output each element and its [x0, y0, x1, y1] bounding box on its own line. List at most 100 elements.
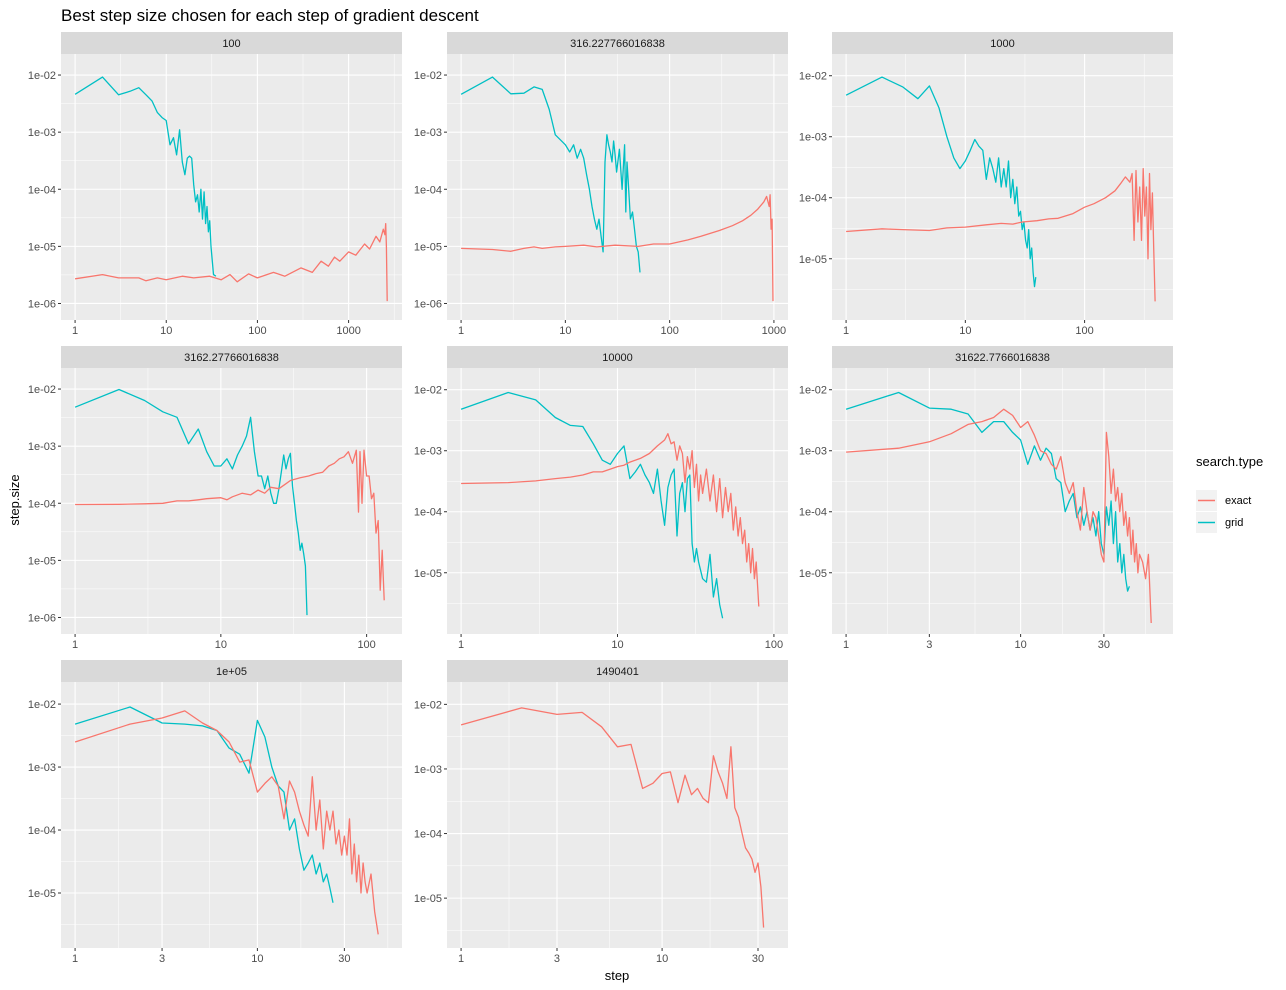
y-tick-label: 1e-03 [799, 132, 827, 144]
y-tick-label: 1e-06 [28, 612, 56, 624]
panel-background [61, 682, 402, 948]
y-tick-label: 1e-05 [414, 241, 442, 253]
x-tick-label: 1000 [336, 325, 360, 337]
facet-strip [61, 346, 402, 368]
panel-background [447, 682, 788, 948]
x-tick-label: 100 [1075, 325, 1093, 337]
legend: search.type exact grid [1196, 454, 1263, 533]
x-tick-label: 1 [72, 325, 78, 337]
y-tick-label: 1e-04 [414, 507, 442, 519]
y-tick-label: 1e-06 [28, 298, 56, 310]
y-tick-label: 1e-02 [28, 384, 56, 396]
legend-label-exact: exact [1225, 495, 1251, 507]
x-tick-label: 1 [72, 953, 78, 965]
facet-panel: 31622.7766016838 1 3 10 30 1e-05 1e-04 1e-03 1e-… [799, 346, 1173, 651]
facet-panel: 1490401 1 3 10 30 1e-05 1e-04 1e-03 1e-02 [414, 660, 788, 965]
series-line-grid [74, 706, 334, 903]
facet-strip-label: 10000 [602, 352, 633, 364]
facet-strip-label: 31622.7766016838 [955, 352, 1050, 364]
x-tick-label: 1 [458, 325, 464, 337]
x-tick-label: 30 [338, 953, 350, 965]
x-tick-label: 30 [1098, 639, 1110, 651]
facet-panel: 316.227766016838 1 10 100 1000 1e-06 1e-05 1e-0… [414, 32, 788, 337]
legend-title: search.type [1196, 454, 1263, 469]
y-axis-title: step.size [7, 474, 22, 525]
series-line-exact [846, 408, 1152, 624]
y-tick-label: 1e-05 [799, 254, 827, 266]
y-tick-label: 1e-02 [414, 385, 442, 397]
series-line-grid [460, 76, 641, 273]
x-tick-label: 30 [752, 953, 764, 965]
x-tick-label: 1 [843, 639, 849, 651]
series-line-grid [74, 388, 308, 616]
x-tick-label: 10 [611, 639, 623, 651]
facet-strip [832, 32, 1173, 54]
series-line-exact [461, 194, 774, 302]
facet-panel: 3162.27766016838 1 10 100 1e-06 1e-05 1e-04 1e-… [28, 346, 402, 651]
y-tick-label: 1e-02 [414, 699, 442, 711]
chart-title: Best step size chosen for each step of g… [61, 6, 479, 25]
y-tick-label: 1e-04 [28, 498, 56, 510]
x-tick-label: 10 [959, 325, 971, 337]
series-line-exact [461, 433, 760, 607]
series-line-exact [846, 167, 1156, 302]
y-tick-label: 1e-03 [799, 446, 827, 458]
x-tick-label: 3 [554, 953, 560, 965]
facet-strip [447, 346, 788, 368]
facet-strip-label: 1000 [990, 38, 1014, 50]
y-tick-label: 1e-04 [414, 184, 442, 196]
y-tick-label: 1e-03 [414, 127, 442, 139]
series-line-exact [75, 449, 385, 601]
facet-panel: 100 1 10 100 1000 1e-06 1e-05 1e-04 1e-03 1e-02 [28, 32, 402, 337]
x-tick-label: 100 [248, 325, 266, 337]
facet-strip [61, 32, 402, 54]
y-tick-label: 1e-06 [414, 298, 442, 310]
series-line-grid [845, 391, 1131, 592]
x-tick-label: 100 [660, 325, 678, 337]
series-line-grid [845, 76, 1037, 288]
y-tick-label: 1e-05 [28, 888, 56, 900]
y-tick-label: 1e-02 [28, 70, 56, 82]
facet-strip-label: 1490401 [596, 666, 639, 678]
facet-panel: 1000 1 10 100 1e-05 1e-04 1e-03 1e-02 [799, 32, 1173, 337]
y-tick-label: 1e-02 [799, 385, 827, 397]
facet-strip [832, 346, 1173, 368]
y-tick-label: 1e-05 [414, 893, 442, 905]
x-tick-label: 10 [215, 639, 227, 651]
panel-background [61, 54, 402, 320]
y-tick-label: 1e-05 [799, 568, 827, 580]
series-line-exact [75, 222, 388, 302]
facet-panel: 1e+05 1 3 10 30 1e-05 1e-04 1e-03 1e-02 [28, 660, 402, 965]
facet-strip-label: 316.227766016838 [570, 38, 665, 50]
y-tick-label: 1e-04 [28, 184, 56, 196]
y-tick-label: 1e-05 [28, 555, 56, 567]
y-tick-label: 1e-03 [28, 762, 56, 774]
series-line-exact [74, 710, 379, 935]
facet-strip-label: 100 [222, 38, 240, 50]
x-tick-label: 10 [559, 325, 571, 337]
x-tick-label: 1 [843, 325, 849, 337]
y-tick-label: 1e-02 [414, 70, 442, 82]
y-tick-label: 1e-05 [414, 568, 442, 580]
y-tick-label: 1e-04 [414, 829, 442, 841]
facet-strip [61, 660, 402, 682]
y-tick-label: 1e-05 [28, 241, 56, 253]
x-tick-label: 1000 [762, 325, 786, 337]
facet-strip [447, 32, 788, 54]
y-tick-label: 1e-03 [414, 764, 442, 776]
facet-strip-label: 3162.27766016838 [184, 352, 279, 364]
x-tick-label: 100 [765, 639, 783, 651]
x-tick-label: 10 [160, 325, 172, 337]
panel-background [61, 368, 402, 634]
panel-background [832, 54, 1173, 320]
x-axis-title: step [605, 968, 630, 983]
legend-label-grid: grid [1225, 517, 1243, 529]
facet-panel: 10000 1 10 100 1e-05 1e-04 1e-03 1e-02 [414, 346, 788, 651]
x-tick-label: 10 [251, 953, 263, 965]
x-tick-label: 3 [926, 639, 932, 651]
x-tick-label: 1 [458, 953, 464, 965]
y-tick-label: 1e-03 [414, 446, 442, 458]
series-line-grid [74, 76, 217, 277]
